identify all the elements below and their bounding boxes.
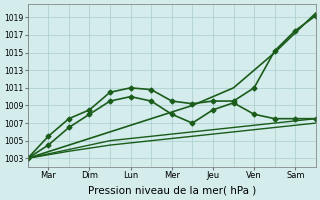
X-axis label: Pression niveau de la mer( hPa ): Pression niveau de la mer( hPa ) [88,186,256,196]
